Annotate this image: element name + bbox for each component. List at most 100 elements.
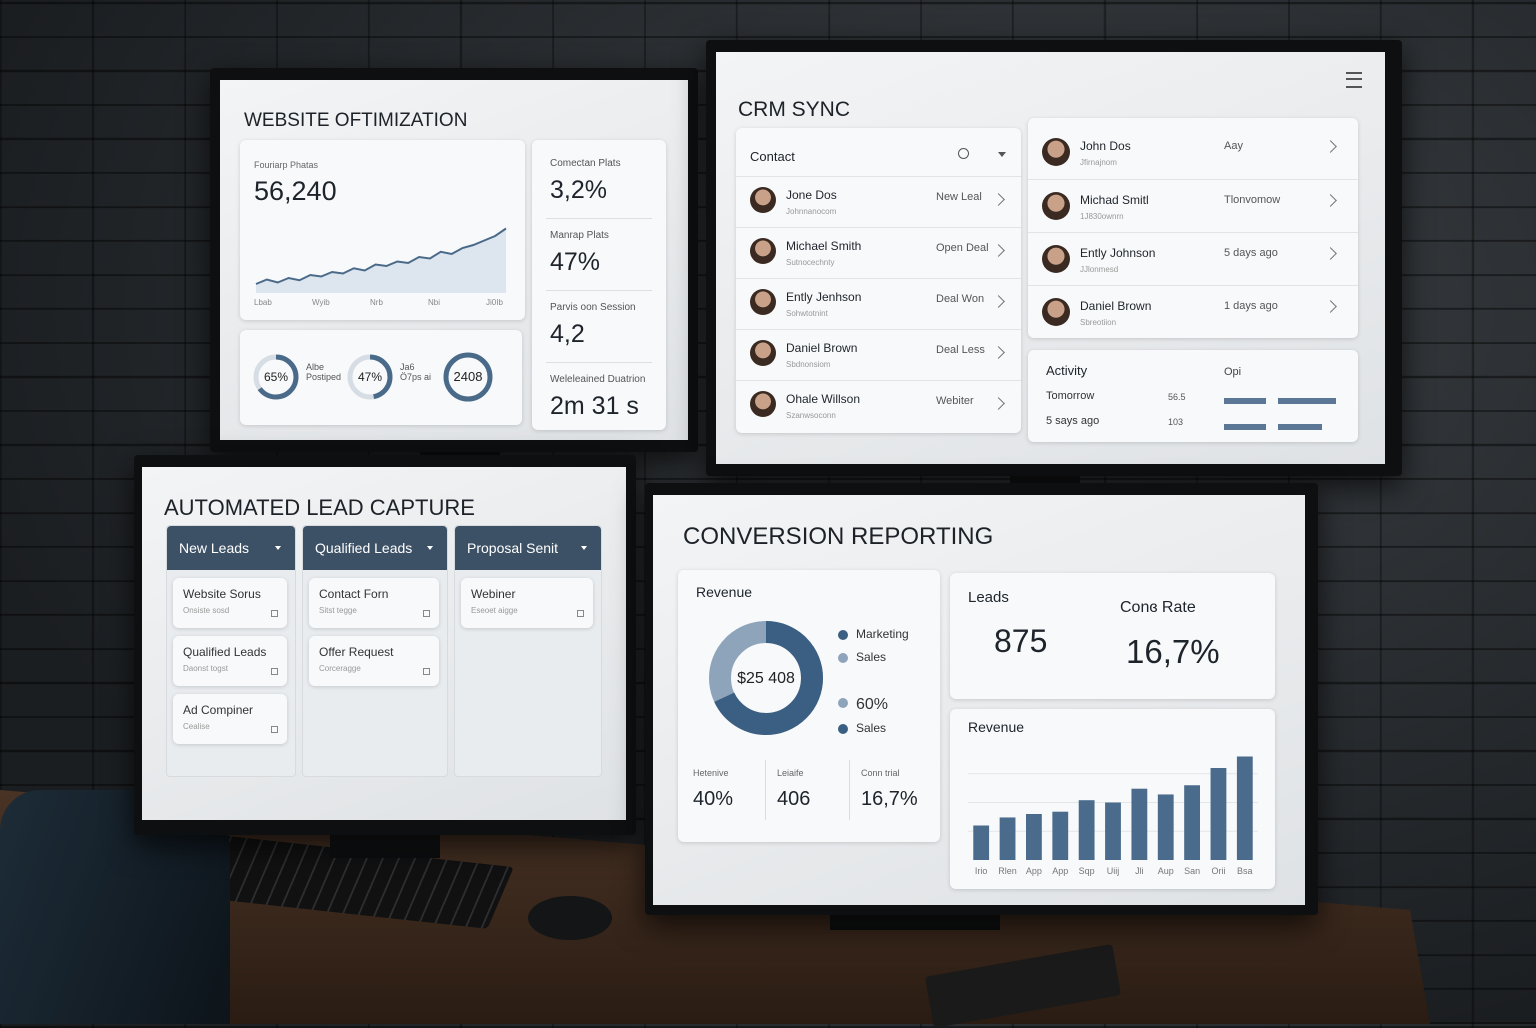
x-tick-label: Uiij (1107, 866, 1120, 876)
avatar (1042, 245, 1070, 273)
x-tick-label: Wyib (312, 298, 330, 307)
lead-card[interactable]: Offer Request Corceragge (309, 636, 439, 686)
kanban-column: Qualified Leads Contact Forn Sitst tegge Of… (302, 525, 448, 777)
column-name: New Leads (179, 540, 250, 556)
kanban-column: New Leads Website Sorus Onsiste sosd Qualif… (166, 525, 296, 777)
card-title: Website Sorus (183, 587, 261, 601)
lead-card[interactable]: Contact Forn Sitst tegge (309, 578, 439, 628)
dropdown[interactable] (275, 546, 281, 550)
contact-row[interactable]: Ohale Willson Szanwsoconn Webiter (736, 380, 1021, 432)
contact-sub: Johnnanocom (786, 207, 837, 216)
stat-value: 2m 31 s (550, 392, 639, 420)
chevron[interactable] (1324, 140, 1337, 153)
kpi-label: Leads (968, 589, 1009, 606)
activity-bar (1224, 424, 1266, 430)
card-sub: Eseoet aigge (471, 606, 518, 615)
recent-row[interactable]: Daniel Brown Sbreotiion 1 days ago (1028, 285, 1358, 339)
avatar (750, 289, 776, 315)
card-icon (423, 668, 430, 675)
recent-row[interactable]: John Dos Jfirnajnom Aay (1028, 126, 1358, 179)
screen-crm-sync: CRM SYNC Contact Jone Dos Johnnanocom New Le… (716, 52, 1385, 464)
avatar (750, 391, 776, 417)
contact-time: 5 days ago (1224, 247, 1278, 259)
bar (1131, 788, 1148, 860)
legend-dot (838, 698, 848, 708)
dropdown[interactable] (427, 546, 433, 550)
screen-conversion-reporting: CONVERSION REPORTING Revenue $25 408 Market… (653, 495, 1305, 905)
chevron[interactable] (992, 295, 1005, 308)
menu-icon[interactable] (1346, 72, 1362, 88)
card-icon (271, 668, 278, 675)
contact-name: Daniel Brown (786, 341, 858, 355)
chevron[interactable] (1324, 300, 1337, 313)
stat-value: 16,7% (861, 788, 918, 810)
chevron[interactable] (1324, 247, 1337, 260)
lead-card[interactable]: Webiner Eseoet aigge (461, 578, 593, 628)
stat-value: 47% (550, 248, 601, 276)
contact-name: Ohale Willson (786, 392, 861, 406)
activity-value: 103 (1168, 417, 1184, 427)
lead-card[interactable]: Ad Compiner Cealise (173, 694, 287, 744)
contact-name: Michael Smith (786, 239, 862, 253)
contact-row[interactable]: Michael Smith Sutnocechnty Open Deal (736, 227, 1021, 279)
contact-name: Ently Johnson (1080, 246, 1156, 260)
leads-card: Leads 875 Conɞ Rate 16,7% (950, 573, 1275, 699)
card-icon (577, 610, 584, 617)
donut-label: 65% (264, 370, 288, 384)
contact-name: Michad Smitl (1080, 193, 1149, 207)
avatar (750, 187, 776, 213)
lead-card[interactable]: Website Sorus Onsiste sosd (173, 578, 287, 628)
contact-time: 1 days ago (1224, 300, 1278, 312)
chart-area: Irio Rlen App App Sqp Uiij Jli Aup San Orii Bsa (968, 756, 1258, 876)
donut-track (709, 621, 823, 735)
contact-time: Tlonvomow (1224, 194, 1281, 206)
recent-row[interactable]: Michad Smitl 1J830ownrn Tlonvomow (1028, 179, 1358, 233)
chevron[interactable] (1324, 194, 1337, 207)
contact-time: Aay (1224, 140, 1243, 152)
chart-area (255, 227, 507, 293)
x-tick-label: Aup (1158, 866, 1174, 876)
legend-label: 60% (856, 696, 889, 713)
chevron[interactable] (992, 346, 1005, 359)
x-tick-label: Nrb (370, 298, 383, 307)
chevron[interactable] (992, 193, 1005, 206)
card-sub: Corceragge (319, 664, 361, 673)
column-header: Proposal Senit (455, 526, 601, 570)
dropdown[interactable] (998, 152, 1006, 157)
legend-label: Sales (856, 650, 887, 664)
donut-label: 47% (358, 370, 382, 384)
dropdown[interactable] (581, 546, 587, 550)
lead-card[interactable]: Qualified Leads Daonst togst (173, 636, 287, 686)
chevron[interactable] (992, 244, 1005, 257)
x-tick-label: Irio (975, 866, 988, 876)
x-tick-label: Sqp (1079, 866, 1095, 876)
chart-area: 65% 47% 2408 (253, 352, 493, 402)
chevron[interactable] (992, 397, 1005, 410)
stat-label: Comectan Plats (550, 158, 621, 169)
contact-row[interactable]: Daniel Brown Sbdnonsiom Deal Less (736, 329, 1021, 381)
contact-name: Daniel Brown (1080, 299, 1152, 313)
card-icon (271, 726, 278, 733)
x-tick-label: Ji0Ib (486, 298, 503, 307)
recent-row[interactable]: Ently Johnson JJlonmesd 5 days ago (1028, 232, 1358, 286)
avatar (750, 238, 776, 264)
activity-label: Tomorrow (1046, 390, 1095, 402)
card-title: Contact Forn (319, 587, 389, 601)
list-header: Contact (750, 149, 795, 164)
line-area (256, 228, 506, 293)
stats-card: Comectan Plats 3,2% Manrap Plats 47% Parvis … (532, 140, 666, 430)
stat-value: 4,2 (550, 320, 585, 348)
search-icon[interactable] (958, 148, 969, 159)
card-sub: Cealise (183, 722, 210, 731)
bar (1078, 800, 1095, 860)
contact-row[interactable]: Jone Dos Johnnanocom New Leal (736, 176, 1021, 228)
avatar (1042, 192, 1070, 220)
stat-value: 3,2% (550, 176, 607, 204)
donut-arc (347, 354, 393, 400)
avatar (1042, 298, 1070, 326)
activity-bar (1278, 398, 1336, 404)
contact-row[interactable]: Ently Jenhson Sohwtotnint Deal Won (736, 278, 1021, 330)
stat-label: Hetenive (693, 768, 729, 778)
divider (546, 290, 652, 291)
card-title: Webiner (471, 587, 516, 601)
